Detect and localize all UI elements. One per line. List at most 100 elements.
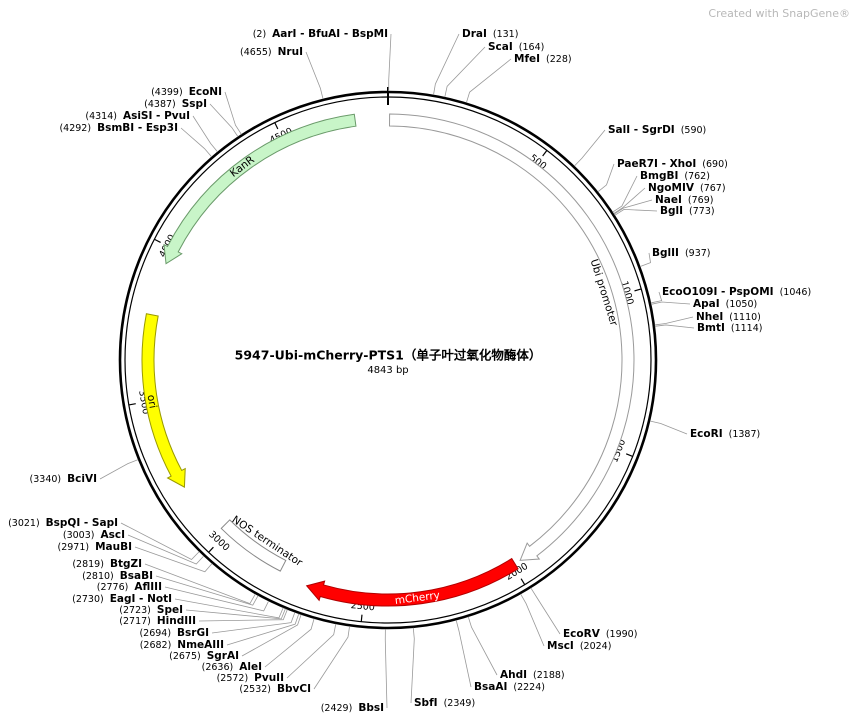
site-label: ApaI (1050) [693,298,757,310]
tick-mark [274,122,279,130]
site-leader [144,563,256,605]
site-position: (1110) [729,312,761,323]
site-label: NgoMIV (767) [648,182,726,194]
site-leader [164,586,269,612]
site-leader [134,546,213,573]
site-name: AscI [100,529,125,541]
site-label: (3340) BciVI [30,473,97,485]
site-label: (2) AarI - BfuAI - BspMI [253,28,388,40]
site-name: SalI - SgrDI [608,124,675,136]
site-label: EcoRI (1387) [690,428,760,440]
site-label: (2810) BsaBI [82,570,153,582]
site-position: (131) [493,29,519,40]
site-leader [649,420,688,435]
site-label: (2675) SgrAI [169,650,239,662]
site-label: BmtI (1114) [697,322,762,334]
site-leader [305,51,324,100]
site-leader [613,199,653,215]
tick-mark [360,614,363,622]
site-leader [410,627,415,704]
site-leader [241,614,302,657]
site-leader [467,616,498,676]
site-name: BmgBI [640,170,678,182]
site-leader [198,609,288,622]
site-name: AsiSI - PvuI [123,110,190,122]
site-name: BspQI - SapI [46,517,118,529]
site-leader [264,618,315,668]
site-label: BmgBI (762) [640,170,710,182]
site-leader [174,598,284,619]
feature-arrow [141,313,186,488]
site-name: AhdI [500,669,527,681]
site-label: NaeI (769) [655,194,713,206]
feature-arrow [220,519,287,572]
site-leader [520,593,545,647]
site-name: EcoNI [189,86,222,98]
site-leader [651,301,691,305]
site-name: SbfI [414,697,438,709]
tick-mark [208,546,214,553]
site-name: BbvCI [277,683,311,695]
site-label: MscI (2024) [547,640,611,652]
site-position: (3003) [63,530,95,541]
tick-mark [542,150,548,157]
site-position: (2188) [533,670,565,681]
site-name: EagI - NotI [110,593,172,605]
site-leader [466,58,512,103]
feature-arrow [305,557,519,607]
site-position: (767) [700,183,726,194]
site-leader [574,129,606,167]
site-position: (773) [689,206,715,217]
feature-label: ori [145,394,159,410]
site-label: (4399) EcoNI [151,86,222,98]
site-label: (2694) BsrGI [139,627,209,639]
site-name: BsaAI [474,681,507,693]
site-leader [654,316,694,326]
site-label: ScaI (164) [488,41,544,53]
site-position: (228) [546,54,572,65]
site-name: BbsI [358,702,384,714]
site-position: (2971) [57,542,89,553]
site-position: (2723) [119,605,151,616]
site-leader [209,103,239,137]
site-name: ScaI [488,41,513,53]
site-leader [286,623,337,679]
site-position: (4387) [144,99,176,110]
site-name: BciVI [67,473,97,485]
feature-label: mCherry [394,589,440,606]
site-label: (3021) BspQI - SapI [8,517,118,529]
site-position: (690) [702,159,728,170]
site-name: PvuII [254,672,284,684]
site-name: MscI [547,640,574,652]
site-label: (2723) SpeI [119,604,183,616]
site-name: EcoRI [690,428,723,440]
site-name: BsmBI - Esp3I [97,122,178,134]
site-position: (590) [681,125,707,136]
site-label: BglI (773) [660,205,715,217]
site-label: (2636) AleI [202,661,262,673]
site-position: (2429) [321,703,353,714]
site-label: EcoRV (1990) [563,628,637,640]
site-name: ApaI [693,298,720,310]
site-name: BsrGI [177,627,209,639]
site-position: (4292) [59,123,91,134]
site-leader [654,324,695,329]
tick-mark [625,453,633,457]
site-leader [155,575,259,606]
site-label: (2776) AflIII [97,581,162,593]
site-leader [433,33,460,95]
site-name: MauBI [95,541,132,553]
site-position: (762) [684,171,710,182]
site-label: (4655) NruI [240,46,303,58]
site-leader [444,46,486,98]
map-size: 4843 bp [367,365,408,376]
site-label: PaeR7I - XhoI (690) [617,158,728,170]
site-name: BglI [660,205,683,217]
site-name: BtgZI [110,558,142,570]
site-position: (4655) [240,47,272,58]
feature-arrow [389,113,635,561]
site-position: (2675) [169,651,201,662]
site-position: (937) [685,248,711,259]
site-leader [640,252,651,267]
